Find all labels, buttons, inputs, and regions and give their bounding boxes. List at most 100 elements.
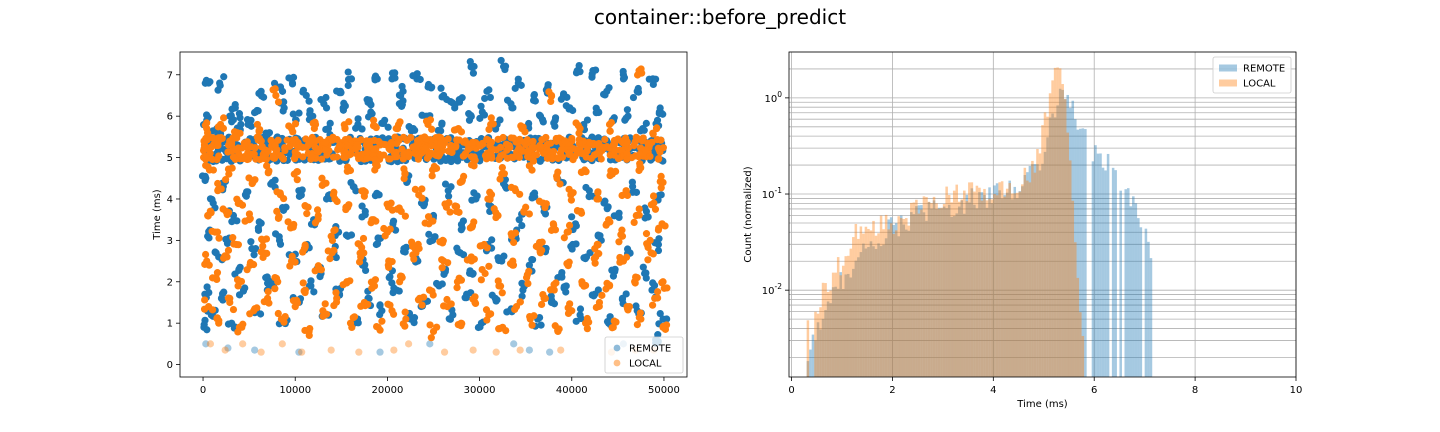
scatter-point (594, 231, 602, 239)
scatter-point (568, 213, 576, 221)
scatter-point (582, 183, 590, 192)
scatter-point (550, 280, 558, 289)
scatter-point (568, 134, 576, 143)
histogram-bar (910, 212, 913, 377)
scatter-point (453, 202, 461, 211)
histogram-bar (1031, 164, 1034, 377)
scatter-point (288, 80, 297, 88)
histogram-bar (912, 214, 916, 377)
scatter-point (203, 129, 212, 137)
scatter-point (286, 262, 294, 270)
histogram-bar (829, 303, 832, 377)
scatter-point (488, 236, 496, 244)
scatter-point (389, 217, 398, 225)
scatter-point (588, 291, 596, 299)
scatter-point (481, 94, 489, 103)
scatter-point (363, 154, 371, 162)
histogram-bar (1101, 167, 1105, 377)
scatter-point (492, 208, 500, 217)
scatter-point (642, 230, 651, 238)
scatter-point (364, 300, 372, 309)
scatter-point (422, 117, 431, 125)
scatter-point (606, 127, 614, 135)
scatter-point (202, 76, 210, 85)
y-axis-label: Time (ms) (152, 189, 163, 241)
x-tick-label: 0 (200, 385, 206, 396)
histogram-bar (1048, 93, 1052, 377)
histogram-bar (1003, 196, 1006, 377)
scatter-point (528, 166, 536, 174)
scatter-point (602, 221, 610, 229)
y-tick-label: 6 (167, 112, 173, 123)
scatter-point (564, 304, 572, 312)
histogram-bar (1066, 132, 1069, 377)
histogram-bar (887, 219, 890, 377)
histogram-bar (899, 215, 903, 377)
scatter-point (224, 320, 233, 328)
scatter-point (354, 115, 362, 123)
histogram-bar (1058, 88, 1062, 377)
x-tick-label: 30000 (464, 385, 496, 396)
histogram-bar (955, 184, 958, 377)
scatter-point (438, 119, 446, 127)
scatter-point (654, 226, 663, 234)
scatter-point (612, 167, 620, 176)
scatter-point (578, 149, 587, 157)
scatter-point (609, 272, 618, 280)
scatter-point (641, 204, 649, 212)
scatter-point (503, 96, 512, 104)
histogram-bar (960, 199, 964, 377)
scatter-point (346, 277, 354, 285)
scatter-point (232, 133, 240, 141)
scatter-point (516, 190, 524, 198)
scatter-point (293, 299, 302, 307)
scatter-point (208, 306, 217, 314)
histogram-bar (867, 246, 870, 377)
scatter-point (488, 291, 496, 299)
scatter-point (311, 118, 319, 126)
x-tick-label: 40000 (556, 385, 588, 396)
scatter-point (380, 224, 388, 233)
legend-frame (604, 336, 684, 374)
scatter-point (601, 135, 609, 144)
scatter-point (433, 323, 441, 331)
scatter-point (445, 192, 453, 200)
scatter-point (313, 145, 321, 153)
scatter-point (202, 340, 210, 348)
scatter-point (482, 306, 491, 314)
scatter-point (348, 323, 356, 332)
histogram-bar (1149, 258, 1153, 377)
scatter-point (461, 151, 469, 159)
scatter-point (250, 251, 258, 259)
scatter-point (623, 149, 631, 158)
scatter-point (316, 273, 324, 281)
scatter-point (575, 129, 583, 137)
scatter-point (373, 240, 382, 248)
scatter-point (511, 229, 520, 237)
scatter-point (289, 128, 297, 136)
scatter-point (432, 164, 441, 172)
scatter-point (341, 102, 349, 110)
histogram-bar (988, 187, 991, 377)
histogram-bar (917, 205, 921, 377)
scatter-point (496, 175, 504, 183)
scatter-point (480, 111, 489, 119)
scatter-point (642, 274, 650, 282)
scatter-point (203, 326, 211, 334)
scatter-point (380, 151, 388, 159)
scatter-point (633, 320, 641, 329)
scatter-point (641, 146, 649, 154)
scatter-point (244, 120, 252, 129)
scatter-point (317, 96, 325, 104)
scatter-point (580, 254, 588, 262)
scatter-point (450, 126, 459, 134)
histogram-bar (1008, 183, 1011, 377)
legend-marker (613, 344, 621, 352)
scatter-point (390, 284, 398, 292)
scatter-point (504, 144, 512, 152)
scatter-point (646, 140, 654, 149)
scatter-point (629, 188, 637, 196)
histogram-bar (1013, 186, 1017, 377)
histogram-bar (836, 257, 840, 377)
